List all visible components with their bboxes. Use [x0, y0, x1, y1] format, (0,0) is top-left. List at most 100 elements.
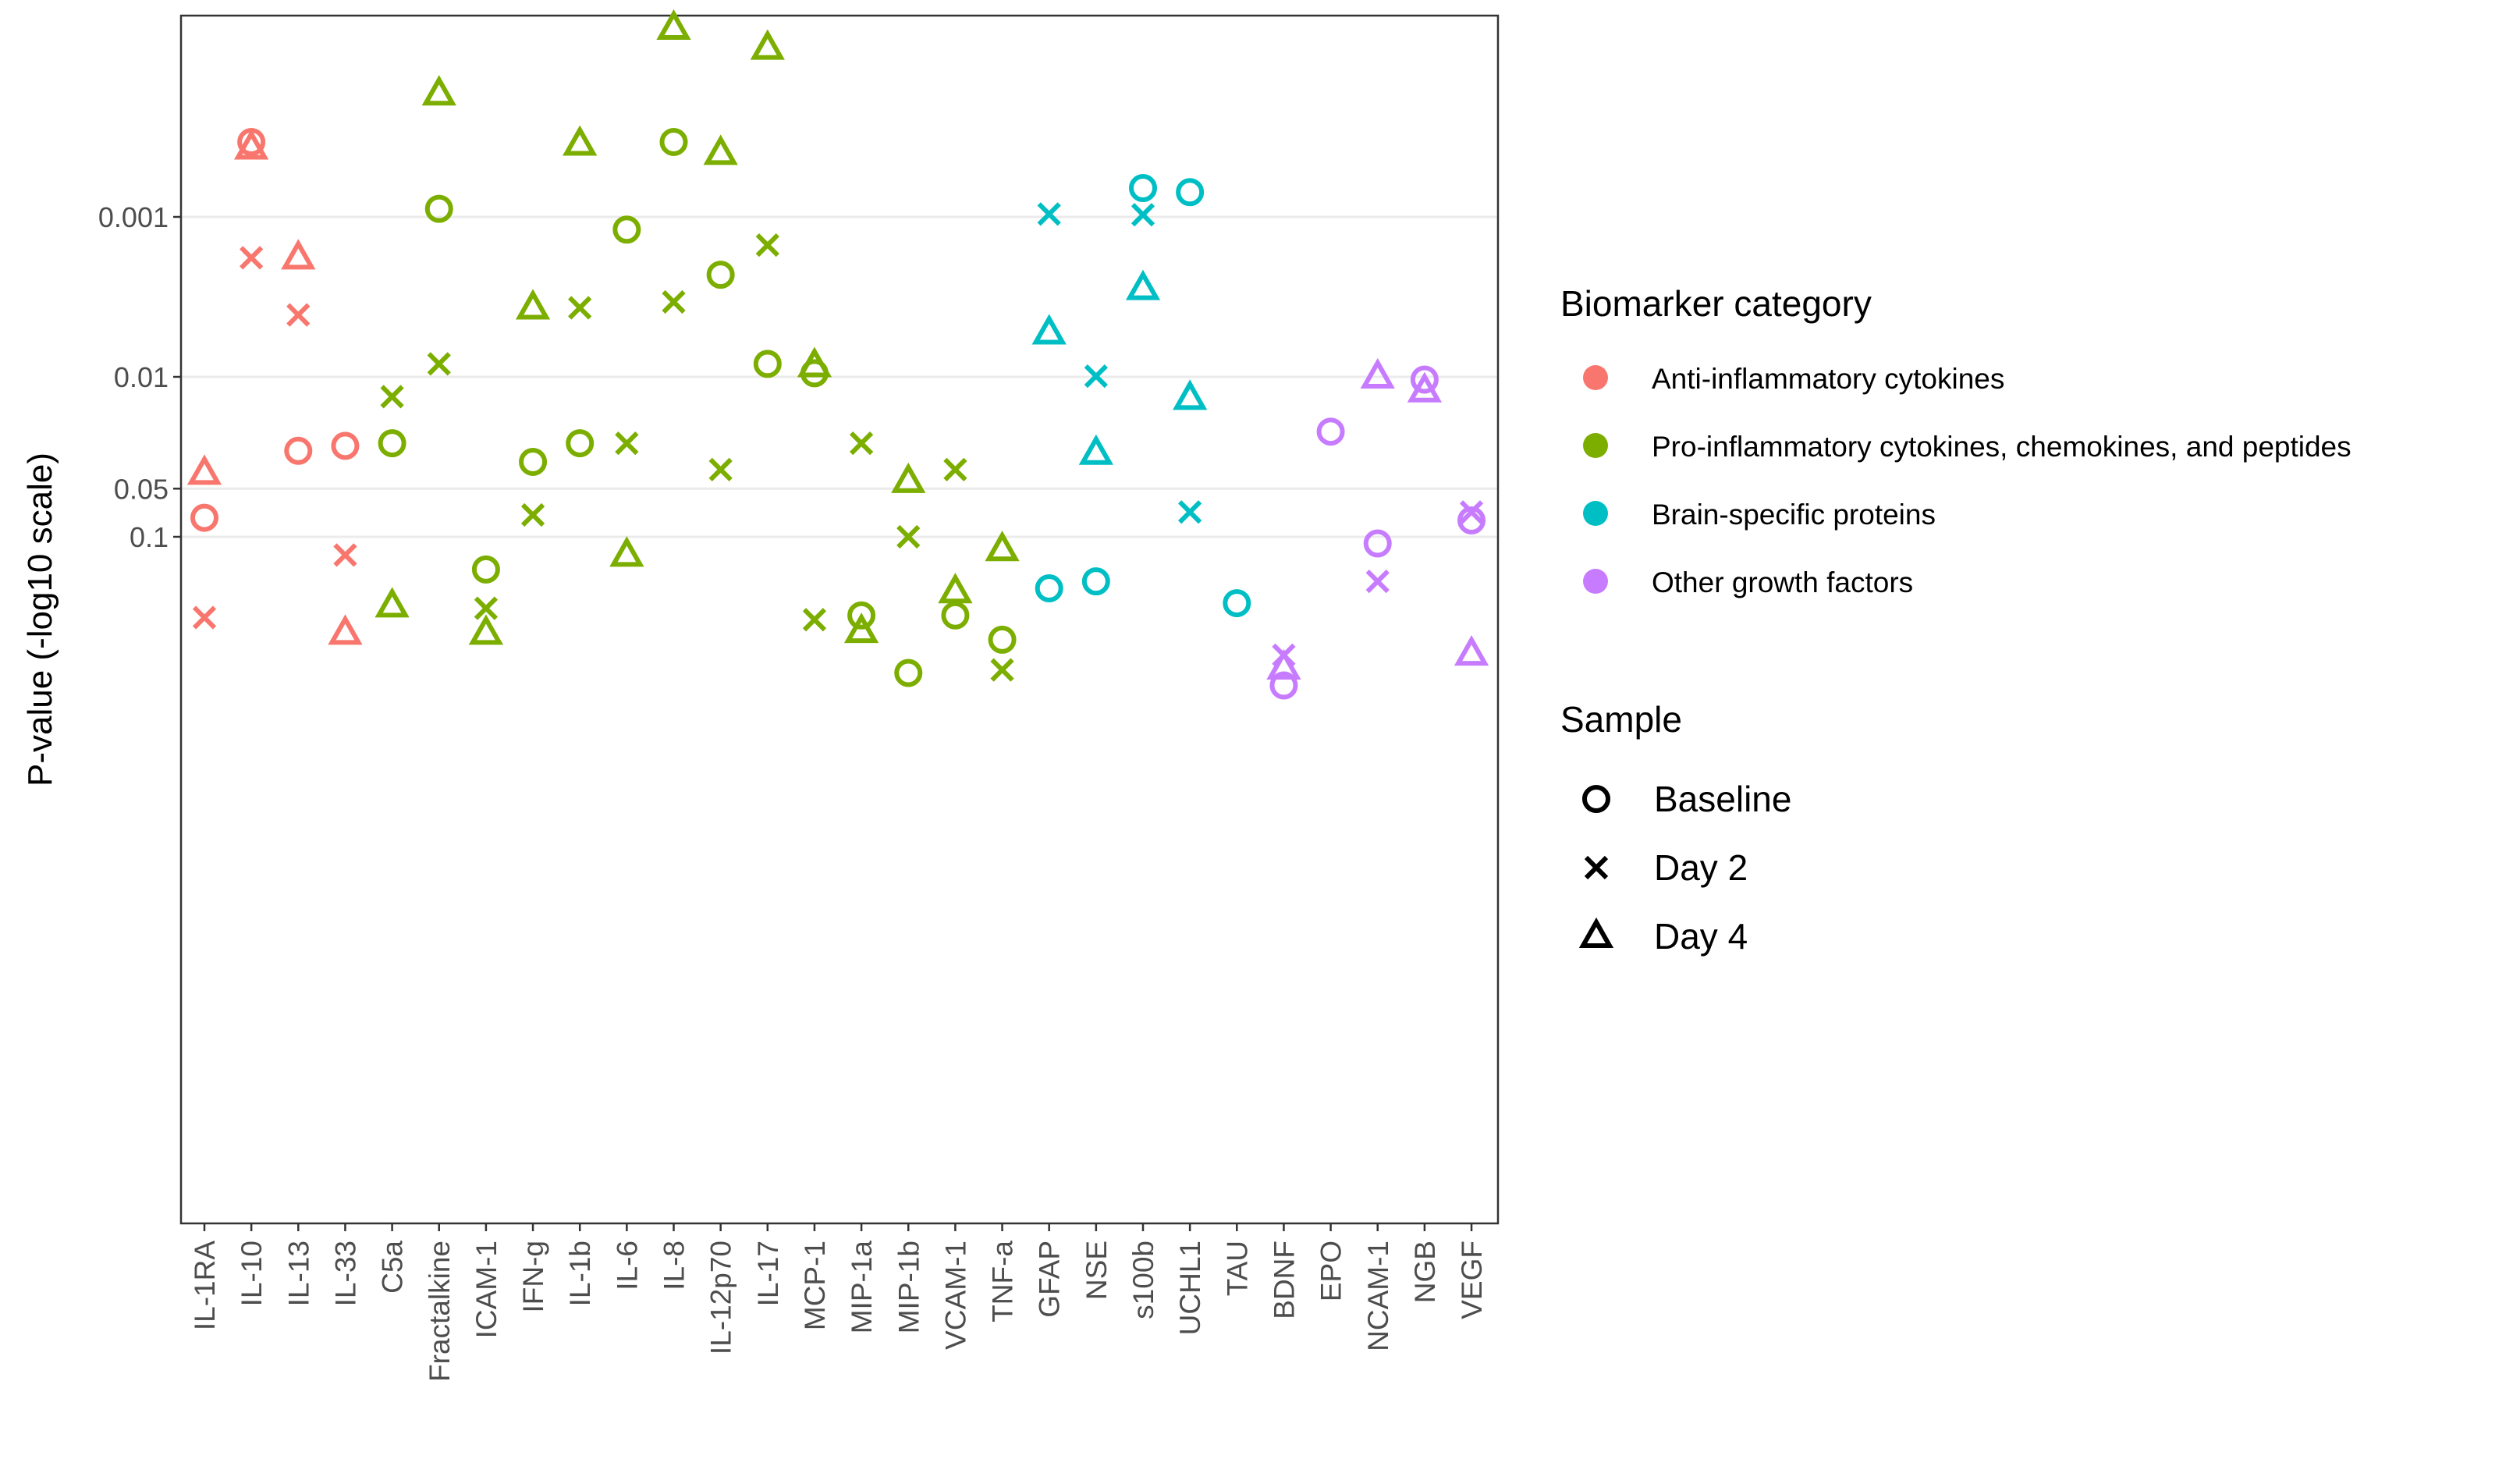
point-il-12p70-day-2: [708, 457, 733, 481]
point-fractalkine-day-4: [421, 75, 456, 106]
marks-layer: [186, 9, 1489, 700]
point-il-1ra-day-2: [192, 605, 217, 630]
point-nse-day-2: [1084, 364, 1108, 389]
x-tick-label: NCAM-1: [1362, 1241, 1394, 1351]
x-tick-label: VEGF: [1456, 1241, 1488, 1319]
point-ifn-g-day-4: [515, 289, 551, 320]
point-uchl1-baseline: [1176, 178, 1205, 207]
legend-key-sample: [1582, 785, 1610, 813]
point-il-17-baseline: [753, 350, 782, 378]
legend-label-sample: Day 2: [1654, 847, 1748, 888]
point-il-33-day-4: [328, 614, 363, 645]
legend-key-category: [1583, 365, 1608, 390]
point-il-8-day-2: [662, 289, 686, 314]
legend-title-category: Biomarker category: [1560, 283, 1872, 324]
point-il-17-day-4: [750, 29, 785, 60]
point-ifn-g-day-2: [520, 502, 545, 527]
point-bdnf-baseline: [1269, 671, 1298, 700]
point-bdnf-day-4: [1266, 648, 1301, 680]
point-nse-baseline: [1081, 567, 1110, 596]
x-tick-label: IL-12p70: [705, 1241, 737, 1354]
legend-key-category: [1583, 569, 1608, 594]
legend-label-category: Anti-inflammatory cytokines: [1652, 363, 2004, 395]
legend-key-sample: [1578, 917, 1614, 948]
x-tick-label: ICAM-1: [470, 1241, 502, 1338]
point-il-1b-day-2: [568, 296, 592, 320]
point-il-8-baseline: [659, 127, 688, 156]
point-s100b-day-4: [1125, 269, 1161, 300]
legend-key-sample: [1584, 855, 1609, 880]
point-ncam-1-baseline: [1363, 529, 1392, 558]
x-tick-label: IL-1b: [564, 1241, 596, 1306]
point-mip-1b-baseline: [894, 659, 923, 687]
point-mip-1b-day-2: [896, 524, 921, 549]
x-tick-label: TAU: [1221, 1241, 1253, 1296]
point-tau-baseline: [1223, 589, 1251, 618]
y-tick-label: 0.05: [114, 473, 169, 505]
point-mcp-1-day-2: [802, 608, 827, 632]
plot-panel-border: [179, 14, 1500, 1225]
x-tick-label: Fractalkine: [424, 1241, 456, 1382]
legend: Biomarker category Anti-inflammatory cyto…: [1560, 283, 2352, 957]
point-il-13-baseline: [284, 436, 313, 465]
point-ncam-1-day-4: [1360, 357, 1395, 389]
point-il-1b-baseline: [566, 429, 595, 458]
point-vcam-1-day-4: [938, 573, 973, 604]
point-il-1b-day-4: [563, 125, 598, 156]
point-fractalkine-baseline: [424, 194, 453, 223]
axis-layer: 0.001 0.01 0.05 0.1 IL-1RA IL-10 IL-13 IL-33 C5a…: [98, 201, 1488, 1382]
legend-label-sample: Baseline: [1654, 779, 1791, 819]
x-tick-label: NGB: [1409, 1241, 1441, 1303]
y-tick-label: 0.01: [114, 361, 169, 393]
point-uchl1-day-4: [1173, 379, 1208, 410]
point-il-12p70-baseline: [706, 261, 735, 289]
y-axis-title: P-value (-log10 scale): [21, 453, 59, 786]
point-il-6-day-4: [609, 536, 644, 567]
point-tnf-a-baseline: [988, 625, 1017, 654]
point-il-13-day-2: [286, 303, 311, 327]
point-s100b-baseline: [1129, 174, 1157, 203]
point-il-10-day-4: [234, 129, 269, 160]
x-tick-label: MIP-1a: [846, 1241, 878, 1334]
legend-key-category: [1583, 501, 1608, 526]
x-tick-label: C5a: [377, 1241, 409, 1294]
point-mip-1a-day-4: [843, 612, 879, 644]
point-mcp-1-day-4: [797, 346, 832, 378]
point-nse-day-4: [1078, 434, 1113, 465]
point-c5a-day-4: [374, 587, 410, 618]
point-ncam-1-day-2: [1365, 570, 1390, 594]
point-gfap-baseline: [1035, 574, 1063, 603]
legend-title-sample: Sample: [1560, 699, 1682, 740]
point-tnf-a-day-4: [985, 531, 1020, 562]
point-vcam-1-baseline: [941, 601, 970, 630]
point-il-1ra-baseline: [190, 503, 218, 532]
x-tick-label: IL-33: [329, 1241, 361, 1306]
x-tick-label: MIP-1b: [893, 1241, 925, 1333]
point-icam-1-day-2: [474, 596, 499, 620]
x-tick-label: BDNF: [1268, 1241, 1300, 1319]
point-il-1ra-day-4: [186, 454, 222, 485]
x-tick-label: MCP-1: [799, 1241, 831, 1330]
legend-label-category: Pro-inflammatory cytokines, chemokines, …: [1652, 431, 2352, 463]
legend-label-sample: Day 4: [1654, 916, 1748, 957]
point-c5a-baseline: [378, 429, 406, 458]
point-il-33-day-2: [333, 543, 357, 567]
point-il-10-day-2: [240, 246, 264, 270]
x-tick-label: VCAM-1: [939, 1241, 971, 1350]
x-tick-label: TNF-a: [987, 1241, 1019, 1322]
x-tick-label: NSE: [1081, 1241, 1113, 1300]
point-il-13-day-4: [281, 239, 316, 270]
x-tick-label: IL-1RA: [189, 1241, 221, 1330]
point-il-12p70-day-4: [703, 134, 738, 165]
x-tick-label: GFAP: [1034, 1241, 1066, 1318]
point-ngb-day-4: [1407, 371, 1443, 403]
point-tnf-a-day-2: [990, 658, 1014, 682]
x-tick-label: s100b: [1127, 1241, 1159, 1319]
point-gfap-day-2: [1037, 202, 1061, 226]
point-il-6-baseline: [612, 215, 641, 244]
grid-layer: [181, 215, 1498, 538]
legend-label-category: Brain-specific proteins: [1652, 499, 1936, 531]
point-icam-1-day-4: [468, 614, 504, 645]
